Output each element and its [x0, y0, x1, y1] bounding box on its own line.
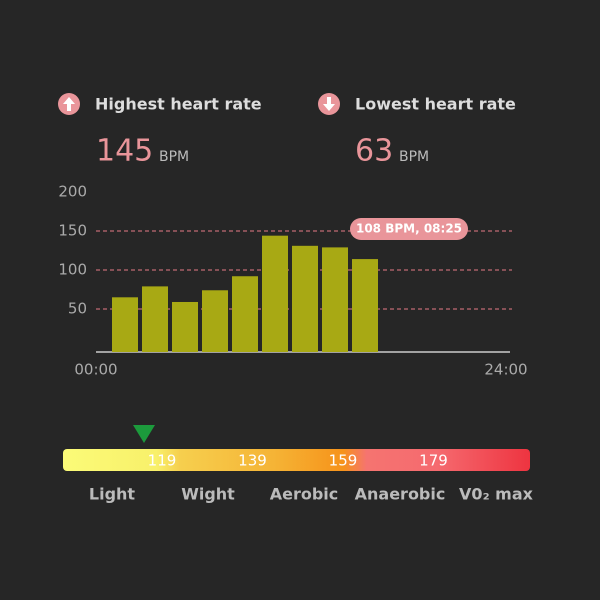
zone-marker [133, 425, 155, 443]
zone-name: Aerobic [270, 485, 339, 504]
bar [112, 297, 138, 352]
y-tick-label: 50 [68, 300, 87, 318]
bar [202, 290, 228, 352]
zone-name: Light [89, 485, 136, 504]
bar [262, 235, 288, 352]
bar [352, 259, 378, 352]
zone-threshold: 159 [329, 452, 358, 470]
x-label: 00:00 [74, 361, 117, 379]
stat-unit: BPM [399, 149, 429, 165]
up-arrow [63, 97, 75, 111]
bar [172, 301, 198, 352]
y-tick-label: 100 [58, 261, 87, 279]
bar [142, 286, 168, 352]
zone-threshold: 119 [148, 452, 177, 470]
bar [322, 247, 348, 352]
stat-label: Highest heart rate [95, 95, 262, 114]
stat-value: 63 [355, 134, 393, 169]
bar [232, 276, 258, 352]
tooltip [350, 218, 468, 240]
y-tick-label: 150 [58, 222, 87, 240]
y-tick-label: 200 [58, 183, 87, 201]
down-arrow [323, 97, 335, 111]
zone-name: Wight [181, 485, 235, 504]
x-label: 24:00 [484, 361, 527, 379]
zone-bar [63, 449, 530, 471]
stat-value: 145 [96, 134, 153, 169]
zone-threshold: 179 [419, 452, 448, 470]
tooltip-text: 108 BPM, 08:25 [356, 222, 462, 236]
stat-label: Lowest heart rate [355, 95, 516, 114]
bar [292, 245, 318, 352]
zone-name: V0₂ max [459, 485, 534, 504]
stat-unit: BPM [159, 149, 189, 165]
zone-name: Anaerobic [355, 485, 446, 504]
zone-threshold: 139 [238, 452, 267, 470]
